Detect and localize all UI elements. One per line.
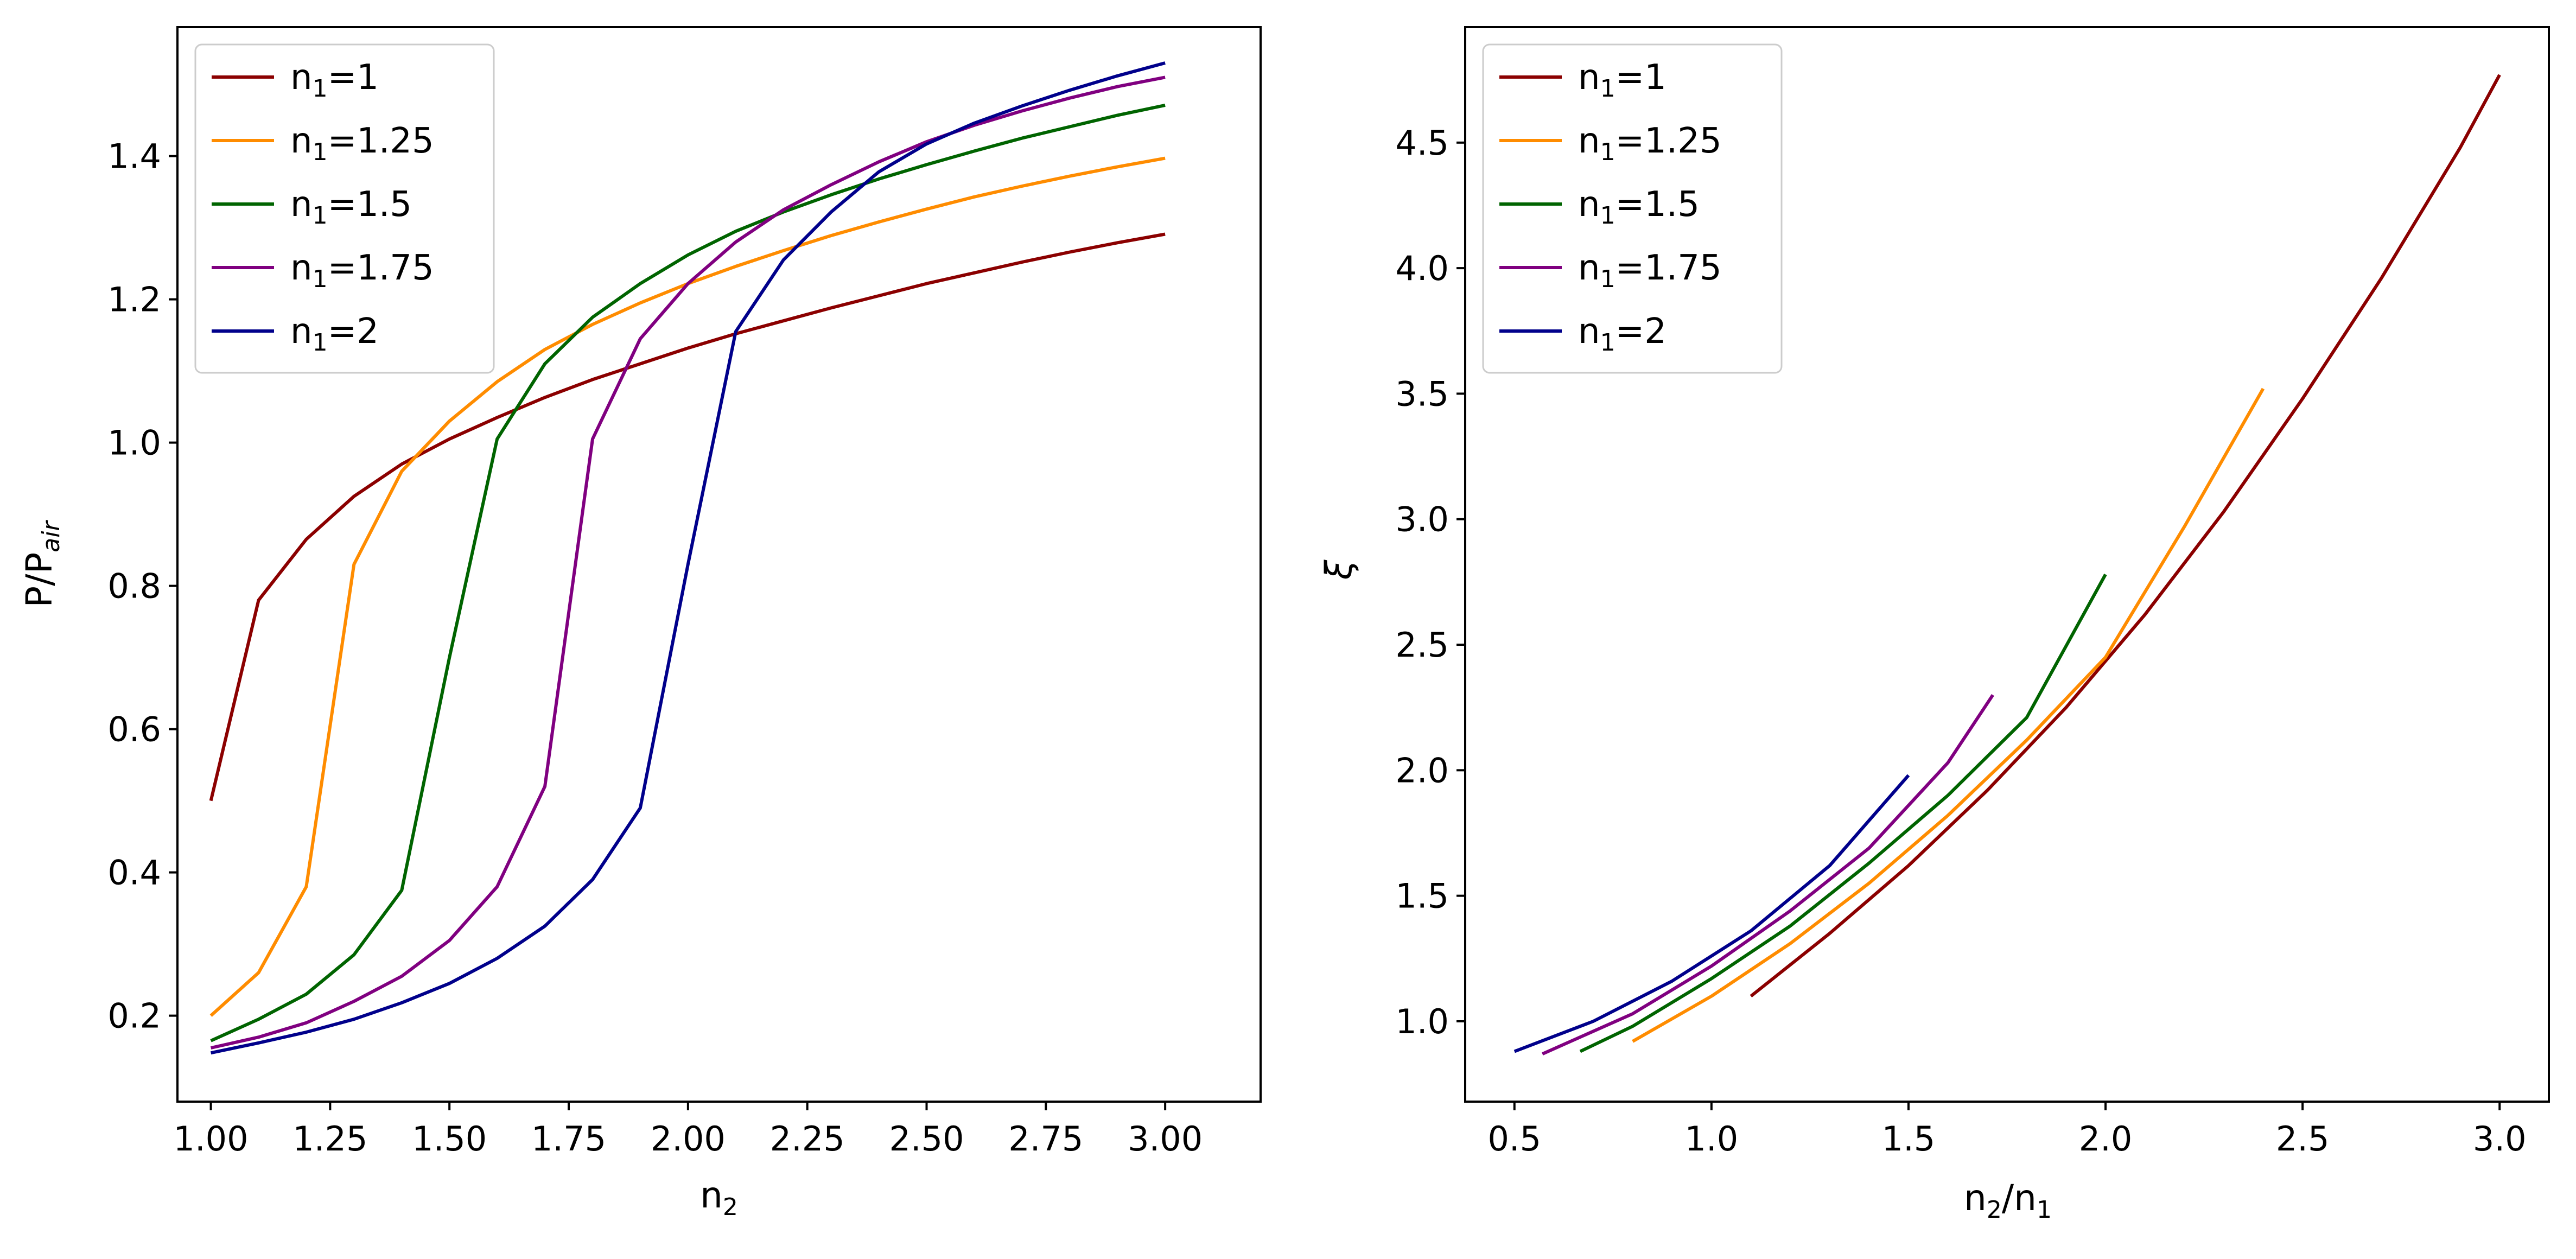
left-legend-label-5: n1=2	[290, 311, 379, 357]
left-chart-panel: 1.00 1.25 1.50 1.75 2.00 2.25 2.50 2.75 3.00 0.2…	[18, 26, 1262, 1221]
right-y-tick-label: 4.5	[1395, 123, 1449, 163]
right-y-tick-label: 1.0	[1395, 1002, 1449, 1041]
right-series-line-2	[1632, 387, 2265, 1043]
left-y-ticks: 0.2 0.4 0.6 0.8 1.0 1.2 1.4	[107, 137, 177, 1036]
right-x-tick-label: 2.0	[2079, 1119, 2133, 1159]
left-plot-frame	[176, 26, 1262, 1103]
left-x-tick-label: 2.25	[770, 1119, 845, 1159]
left-series-line-1	[209, 232, 1166, 802]
left-x-tick-label: 3.00	[1128, 1119, 1203, 1159]
right-y-tick-label: 3.0	[1395, 500, 1449, 539]
right-x-tick-label: 3.0	[2473, 1119, 2527, 1159]
left-x-tick-label: 1.75	[531, 1119, 606, 1159]
right-series-line-1	[1750, 74, 2501, 998]
right-y-ticks: 1.0 1.5 2.0 2.5 3.0 3.5 4.0 4.5	[1395, 123, 1465, 1041]
right-x-tick-label: 0.5	[1487, 1119, 1541, 1159]
left-y-tick-label: 1.4	[107, 137, 161, 176]
left-x-tick-label: 1.25	[292, 1119, 367, 1159]
right-legend-label-5: n1=2	[1578, 311, 1667, 357]
right-legend: n1=1 n1=1.25 n1=1.5 n1=1.75 n1=2	[1482, 43, 1783, 374]
right-y-tick-label: 2.0	[1395, 751, 1449, 790]
left-y-tick-label: 1.0	[107, 423, 161, 463]
left-legend-label-4: n1=1.75	[290, 248, 434, 293]
right-chart-panel: 0.5 1.0 1.5 2.0 2.5 3.0 1.0 1.5 2.0 2.5 3.0 3.5 4.0…	[1318, 26, 2550, 1224]
left-x-ticks: 1.00 1.25 1.50 1.75 2.00 2.25 2.50 2.75 3.00	[174, 1102, 1203, 1159]
right-series-lines	[1513, 74, 2501, 1055]
left-y-tick-label: 0.4	[107, 853, 161, 893]
right-y-axis-label: ξ	[1318, 559, 1360, 580]
right-y-tick-label: 4.0	[1395, 249, 1449, 288]
right-y-tick-label: 1.5	[1395, 876, 1449, 916]
left-y-tick-label: 1.2	[107, 280, 161, 320]
right-legend-label-4: n1=1.75	[1578, 248, 1722, 293]
left-x-tick-label: 1.50	[412, 1119, 487, 1159]
left-series-line-3	[210, 103, 1166, 1042]
right-x-tick-label: 1.5	[1882, 1119, 1936, 1159]
right-legend-label-3: n1=1.5	[1578, 185, 1700, 230]
right-y-tick-label: 2.5	[1395, 625, 1449, 665]
left-x-tick-label: 2.75	[1008, 1119, 1083, 1159]
left-legend-label-3: n1=1.5	[290, 185, 412, 230]
right-x-ticks: 0.5 1.0 1.5 2.0 2.5 3.0	[1487, 1102, 2527, 1159]
left-legend-items: n1=1 n1=1.25 n1=1.5 n1=1.75 n1=2	[212, 58, 434, 357]
right-legend-items: n1=1 n1=1.25 n1=1.5 n1=1.75 n1=2	[1499, 58, 1722, 357]
left-x-tick-label: 2.50	[889, 1119, 964, 1159]
left-legend-label-1: n1=1	[290, 58, 379, 103]
left-y-tick-label: 0.6	[107, 710, 161, 749]
left-series-lines	[209, 61, 1166, 1055]
right-series-line-5	[1513, 774, 1910, 1053]
left-x-tick-label: 2.00	[651, 1119, 726, 1159]
left-legend-box	[194, 43, 495, 374]
right-x-tick-label: 2.5	[2276, 1119, 2330, 1159]
right-series-line-4	[1542, 694, 1994, 1055]
left-series-line-5	[210, 61, 1166, 1055]
right-y-tick-label: 3.5	[1395, 374, 1449, 414]
right-plot-frame	[1464, 26, 2550, 1103]
right-x-tick-label: 1.0	[1685, 1119, 1739, 1159]
left-y-axis-label: P/Pair	[18, 520, 65, 608]
left-x-axis-label: n2	[700, 1174, 738, 1221]
right-series-line-3	[1579, 574, 2107, 1053]
left-series-line-4	[210, 75, 1166, 1050]
right-x-axis-label: n2/n1	[1964, 1177, 2052, 1224]
left-legend: n1=1 n1=1.25 n1=1.5 n1=1.75 n1=2	[194, 43, 495, 374]
left-x-tick-label: 1.00	[174, 1119, 249, 1159]
left-y-tick-label: 0.2	[107, 996, 161, 1036]
left-legend-label-2: n1=1.25	[290, 121, 434, 166]
right-legend-label-2: n1=1.25	[1578, 121, 1722, 166]
right-legend-label-1: n1=1	[1578, 58, 1667, 103]
left-y-tick-label: 0.8	[107, 567, 161, 606]
right-legend-box	[1482, 43, 1783, 374]
